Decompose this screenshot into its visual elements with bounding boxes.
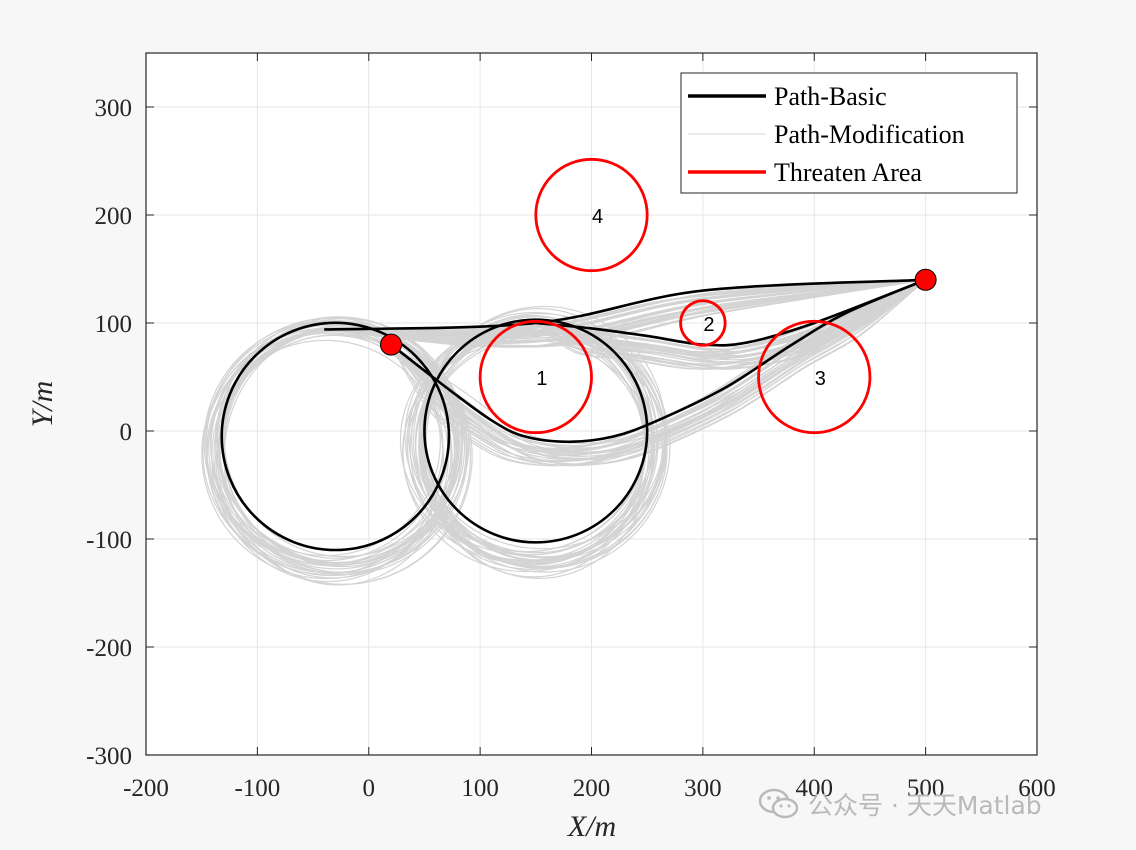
modification-path	[390, 279, 926, 461]
y-tick-label: -300	[86, 743, 132, 770]
x-tick-label: 0	[363, 775, 376, 802]
x-tick-label: 400	[796, 775, 834, 802]
x-tick-label: 100	[461, 775, 499, 802]
modification-path	[390, 279, 926, 467]
modification-path	[218, 334, 456, 570]
modification-path	[324, 279, 926, 339]
legend-label-path-basic: Path-Basic	[774, 82, 887, 111]
endpoint-marker	[914, 268, 937, 291]
watermark-text: 公众号 · 天天Matlab	[808, 791, 1042, 820]
modification-path	[390, 279, 927, 465]
threat-area-circle	[478, 319, 593, 435]
watermark: 公众号 · 天天Matlab	[758, 786, 1042, 822]
y-axis-label: Y/m	[26, 381, 59, 428]
y-tick-label: -200	[86, 635, 132, 662]
endpoint-markers	[380, 268, 937, 356]
modification-path	[324, 279, 926, 333]
x-tick-label: -200	[123, 775, 169, 802]
modification-path	[390, 279, 926, 459]
modification-path	[420, 326, 668, 561]
legend-label-path-modification: Path-Modification	[774, 120, 965, 149]
x-tick-label: -100	[234, 775, 280, 802]
basic-path-loop	[423, 318, 649, 544]
legend: Path-Basic Path-Modification Threaten Ar…	[680, 72, 1018, 194]
x-tick-label: 600	[1018, 775, 1056, 802]
modification-path	[421, 325, 653, 568]
threat-area-circle	[679, 299, 727, 347]
modification-path	[402, 339, 654, 565]
y-tick-label: 200	[95, 203, 133, 230]
modification-path	[202, 332, 459, 574]
threat-area-circle	[534, 157, 649, 273]
x-tick-label: 300	[684, 775, 722, 802]
modification-path	[390, 279, 927, 466]
threat-area-label: 2	[703, 314, 714, 336]
modification-path	[324, 279, 926, 343]
endpoint-marker	[380, 333, 403, 356]
basic-path-loop	[220, 321, 451, 552]
modification-path	[412, 313, 668, 569]
modification-paths	[201, 279, 927, 586]
x-axis-label: X/m	[567, 810, 616, 843]
threat-area-label: 1	[536, 368, 547, 390]
basic-path-segment	[324, 278, 926, 331]
modification-path	[223, 325, 463, 573]
axis-ticks: -200 -100 0 100 200 300 400 500 600 -300 -200 -100 0…	[86, 53, 1056, 802]
y-tick-label: 0	[120, 419, 133, 446]
x-tick-label: 200	[573, 775, 611, 802]
basic-path-segment	[390, 278, 927, 444]
modification-path	[324, 279, 926, 348]
threat-areas: 1 2 3 4	[478, 157, 872, 435]
x-tick-label: 500	[907, 775, 945, 802]
legend-label-threaten-area: Threaten Area	[774, 158, 922, 187]
modification-path	[324, 279, 926, 336]
threat-area-circle	[757, 319, 872, 435]
threat-area-label: 4	[592, 206, 603, 228]
modification-path	[324, 279, 926, 331]
threat-area-label: 3	[815, 368, 826, 390]
wechat-icon	[758, 788, 799, 819]
y-tick-label: 300	[95, 95, 133, 122]
y-tick-label: -100	[86, 527, 132, 554]
modification-path	[390, 279, 926, 454]
y-tick-label: 100	[95, 311, 133, 338]
basic-paths	[220, 278, 927, 552]
modification-path	[535, 279, 926, 370]
modification-path	[324, 279, 926, 338]
